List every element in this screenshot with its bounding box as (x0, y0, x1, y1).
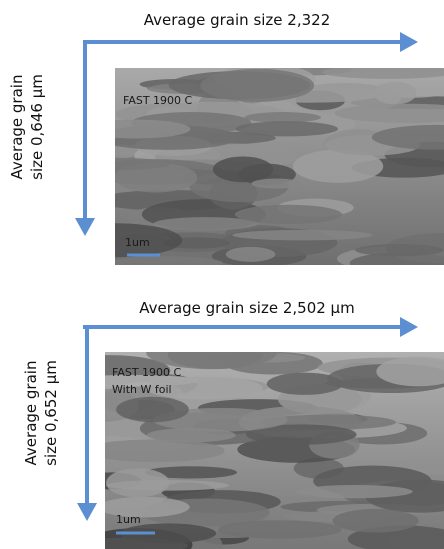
grain (146, 336, 277, 370)
grain (232, 230, 373, 240)
image-label: FAST 1900 C (123, 94, 193, 107)
horizontal-label: Average grain size 2,502 µm (139, 299, 354, 317)
vertical-label: Average grain (22, 361, 40, 466)
grain (85, 439, 225, 462)
arrow-head (400, 32, 418, 52)
grain (81, 120, 190, 139)
grain (245, 112, 321, 123)
grain (116, 397, 189, 422)
grain (106, 480, 229, 491)
grain (218, 520, 342, 538)
grain (50, 223, 183, 257)
figure: Average grain size 2,322 Average grain s… (0, 0, 444, 549)
panel: Average grain size 2,322 Average grain s… (8, 11, 444, 274)
grain (355, 244, 444, 256)
grain (98, 497, 190, 518)
grain (147, 428, 236, 442)
grain (62, 158, 170, 170)
grain (252, 179, 302, 189)
image-label: FAST 1900 C (112, 366, 182, 379)
arrow-head (77, 503, 97, 521)
grain (226, 247, 275, 262)
scale-bar-label: 1um (125, 236, 150, 249)
scale-bar-label: 1um (116, 513, 141, 526)
grain (297, 485, 413, 498)
panel: Average grain size 2,502 µm Average grai… (22, 299, 444, 549)
arrow-head (75, 218, 95, 236)
arrow-head (400, 317, 418, 337)
vertical-label: size 0,646 µm (28, 74, 46, 180)
grain (108, 256, 222, 270)
vertical-label: Average grain (8, 75, 26, 180)
image-label: With W foil (112, 383, 172, 396)
grain (200, 69, 314, 102)
grain (333, 509, 419, 533)
vertical-label: size 0,652 µm (42, 360, 60, 466)
grain (235, 205, 342, 224)
grain (235, 121, 338, 136)
page: Average grain size 2,322 Average grain s… (0, 0, 444, 549)
horizontal-label: Average grain size 2,322 (144, 11, 330, 29)
